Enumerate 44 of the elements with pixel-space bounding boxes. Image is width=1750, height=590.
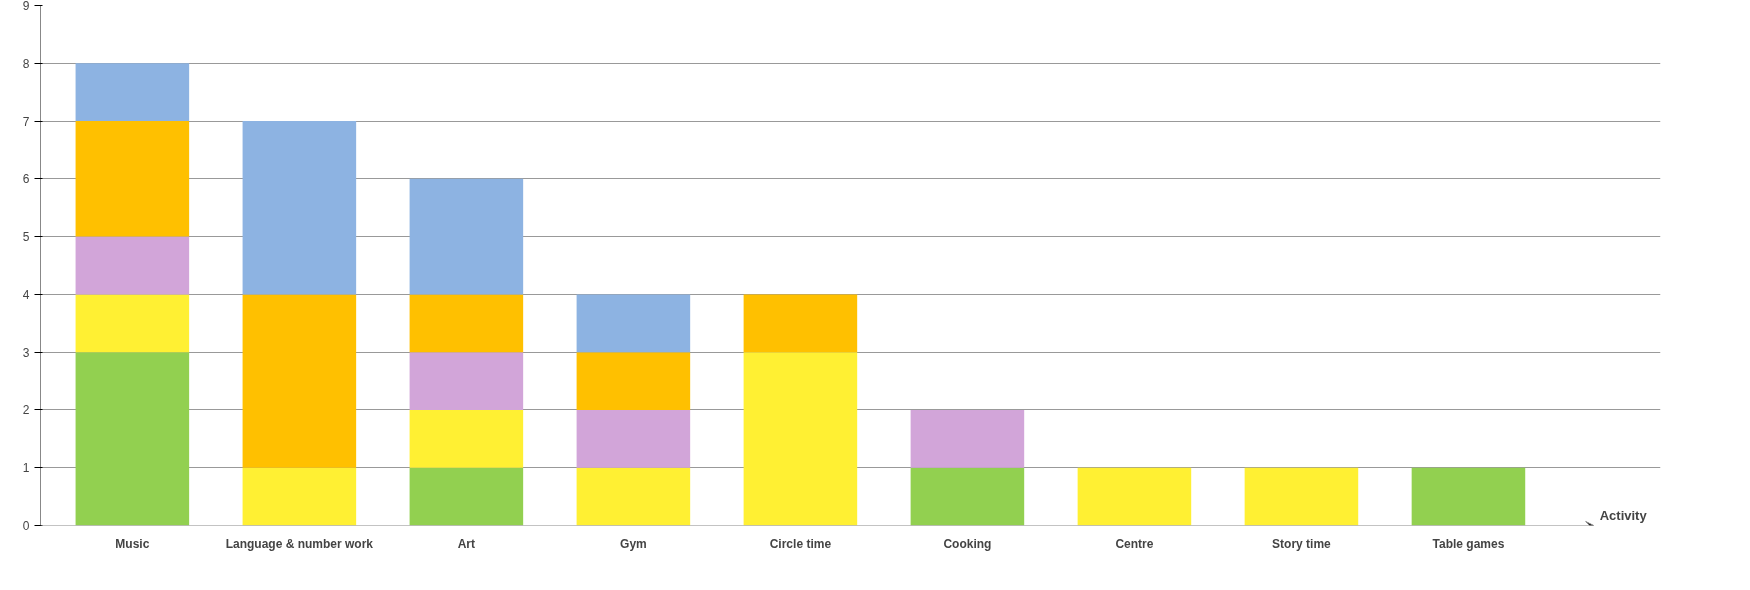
y-tick-label: 1 [22, 461, 30, 476]
bar [409, 409, 524, 468]
x-tick-label: Story time [1272, 536, 1332, 551]
bar [75, 63, 190, 122]
bar [1411, 467, 1526, 526]
x-tick-label: Table games [1432, 536, 1505, 551]
bar [576, 352, 691, 410]
y-tick-label: 0 [22, 519, 30, 533]
bar [1077, 467, 1192, 526]
y-tick-label: 9 [22, 0, 30, 13]
bar [409, 352, 524, 410]
bar [75, 121, 190, 237]
bar [743, 294, 858, 353]
x-tick-label: Circle time [769, 536, 832, 551]
bar [409, 467, 524, 526]
y-tick-label: 2 [22, 403, 30, 418]
bar [1244, 467, 1359, 526]
y-tick-label: 8 [22, 56, 30, 71]
bar [242, 467, 357, 526]
y-tick-label: 7 [22, 114, 30, 129]
y-tick-label: 5 [22, 230, 30, 245]
bar [242, 294, 357, 468]
bar [743, 352, 858, 526]
bar [75, 236, 190, 295]
bar [75, 294, 190, 353]
x-tick-label: Music [115, 536, 150, 551]
bar [910, 409, 1025, 468]
x-tick-label: Cooking [943, 536, 992, 551]
bar [409, 178, 524, 295]
y-tick-label: 6 [22, 172, 30, 187]
x-tick-label: Centre [1115, 536, 1154, 551]
y-tick-label: 3 [22, 345, 30, 360]
bar [576, 409, 691, 468]
x-tick-label: Language & number work [225, 536, 374, 551]
x-tick-label: Gym [620, 536, 647, 551]
bar [576, 467, 691, 526]
bar [242, 121, 357, 295]
x-axis-title: Activity [1599, 508, 1648, 523]
bar [409, 294, 524, 353]
bar [910, 467, 1025, 526]
bar [576, 294, 691, 353]
x-tick-label: Art [457, 536, 476, 551]
bar [75, 352, 190, 526]
y-tick-label: 4 [22, 287, 30, 302]
